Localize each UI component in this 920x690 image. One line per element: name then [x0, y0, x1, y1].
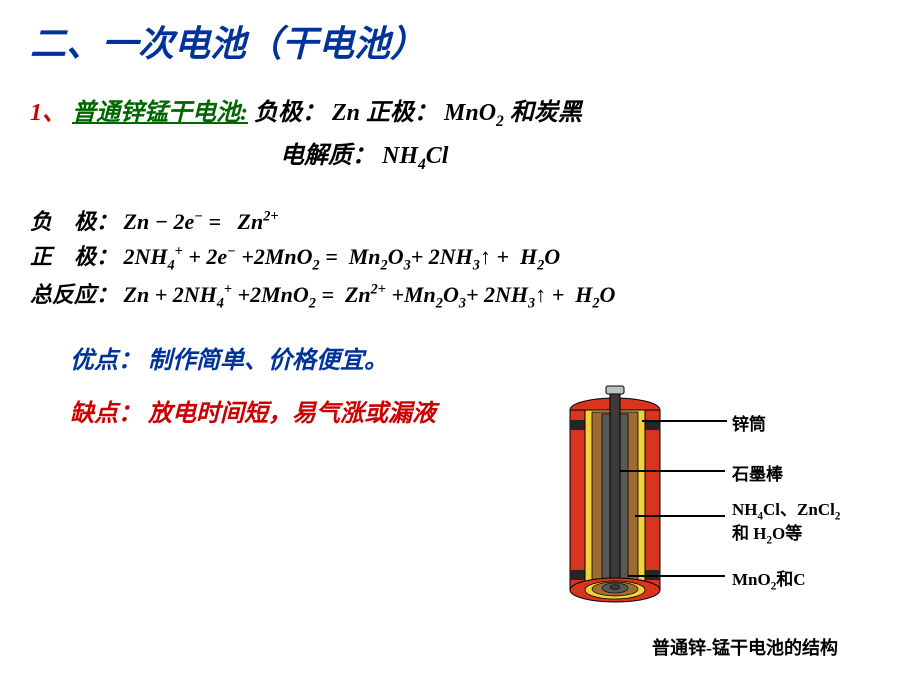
pos-eq: 2NH4+ + 2e− +2MnO2 = Mn2O3+ 2NH3↑ + H2O — [124, 244, 561, 269]
neg-electrode-label: 负极： — [254, 100, 326, 126]
electrolyte-label: 电解质： — [280, 143, 376, 169]
advantage-text: 制作简单、价格便宜。 — [148, 348, 388, 374]
total-eq-label: 总反应： — [30, 282, 118, 307]
battery-type-line: 1、 普通锌锰干电池: 负极： Zn 正极： MnO2 和炭黑 — [30, 92, 890, 131]
total-eq: Zn + 2NH4+ +2MnO2 = Zn2+ +Mn2O3+ 2NH3↑ +… — [124, 282, 616, 307]
label-mno2: MnO2和C — [732, 565, 806, 592]
section-title: 二、一次电池（干电池） — [30, 15, 890, 67]
diagram-caption: 普通锌-锰干电池的结构 — [600, 634, 890, 660]
electrolyte-line: 电解质： NH4Cl — [280, 135, 890, 174]
neg-equation-row: 负 极： Zn − 2e− = Zn2+ — [30, 204, 890, 239]
battery-name: 普通锌锰干电池: — [72, 100, 248, 126]
label-paste: NH4Cl、ZnCl2和 H2O等 — [732, 500, 840, 547]
battery-svg — [560, 380, 720, 625]
label-zn-can: 锌筒 — [732, 410, 766, 435]
neg-eq: Zn − 2e− = Zn2+ — [124, 209, 279, 234]
total-equation-row: 总反应： Zn + 2NH4+ +2MnO2 = Zn2+ +Mn2O3+ 2N… — [30, 277, 890, 315]
pos-electrode-label: 正极： — [366, 100, 438, 126]
battery-diagram: 锌筒 石墨棒 NH4Cl、ZnCl2和 H2O等 MnO2和C 普通锌-锰干电池… — [560, 380, 890, 660]
equations-block: 负 极： Zn − 2e− = Zn2+ 正 极： 2NH4+ + 2e− +2… — [30, 204, 890, 316]
index-number: 1、 — [30, 100, 66, 126]
neg-eq-label: 负 极： — [30, 209, 118, 234]
neg-electrode-value: Zn — [332, 100, 360, 126]
electrolyte-value: NH4Cl — [382, 143, 448, 169]
disadvantage-text: 放电时间短，易气涨或漏液 — [148, 401, 436, 427]
disadvantage-label: 缺点： — [70, 401, 142, 427]
advantage-line: 优点： 制作简单、价格便宜。 — [70, 340, 890, 375]
label-graphite: 石墨棒 — [732, 460, 783, 485]
pos-equation-row: 正 极： 2NH4+ + 2e− +2MnO2 = Mn2O3+ 2NH3↑ +… — [30, 239, 890, 277]
pos-electrode-value: MnO2 和炭黑 — [444, 100, 582, 126]
advantage-label: 优点： — [70, 348, 142, 374]
pos-eq-label: 正 极： — [30, 244, 118, 269]
